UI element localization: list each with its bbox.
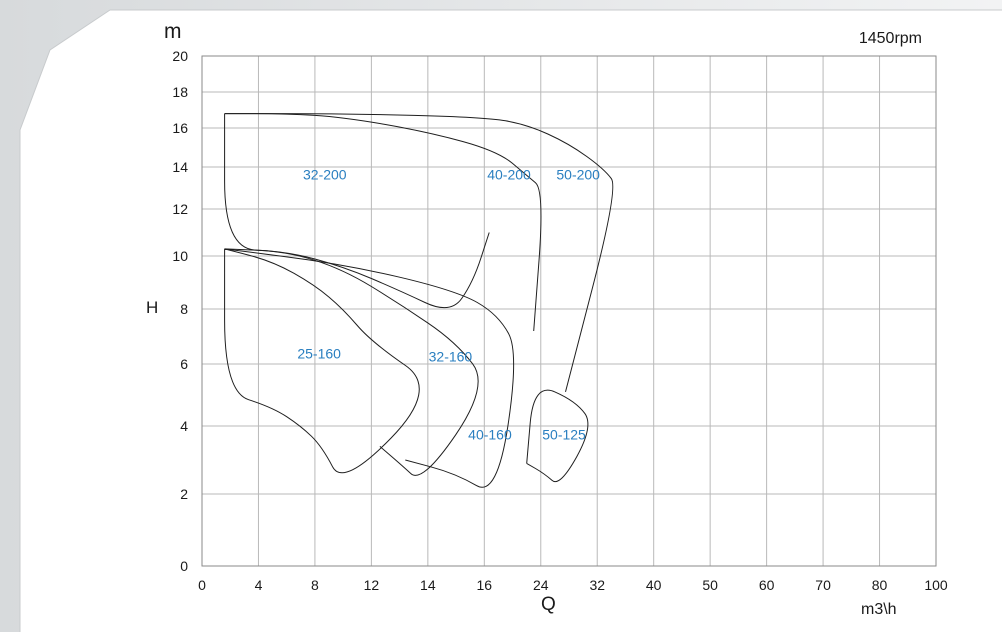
x-tick-label: 70 — [815, 577, 831, 593]
y-tick-label: 18 — [172, 84, 188, 100]
region-outline-50-200 — [224, 113, 614, 393]
y-tick-label: 20 — [172, 48, 188, 64]
x-tick-label: 40 — [646, 577, 662, 593]
region-label-40-160: 40-160 — [468, 427, 512, 443]
x-tick-label: 80 — [872, 577, 888, 593]
region-label-50-200: 50-200 — [556, 167, 600, 183]
region-outline-32-160 — [224, 248, 479, 476]
x-tick-label: 32 — [589, 577, 605, 593]
region-label-50-125: 50-125 — [542, 427, 586, 443]
x-axis-unit: m3\h — [861, 601, 897, 618]
x-tick-label: 0 — [198, 577, 206, 593]
region-label-25-160: 25-160 — [297, 346, 341, 362]
y-tick-label: 16 — [172, 120, 188, 136]
y-tick-label: 10 — [172, 248, 188, 264]
x-tick-label: 12 — [364, 577, 380, 593]
region-label-40-200: 40-200 — [487, 167, 531, 183]
region-outline-40-160 — [224, 248, 515, 488]
x-tick-label: 4 — [255, 577, 263, 593]
region-outline-50-125 — [526, 389, 589, 483]
y-tick-label: 2 — [180, 486, 188, 502]
region-outline-25-160 — [224, 248, 420, 474]
y-tick-label: 8 — [180, 301, 188, 317]
x-tick-label: 14 — [420, 577, 436, 593]
axes: 0 4 8 12 14 16 24 32 40 50 60 70 80 10002468101214161… — [172, 48, 947, 593]
region-outline-40-200 — [224, 113, 542, 332]
y-axis-title: H — [146, 298, 159, 317]
x-tick-label: 8 — [311, 577, 319, 593]
region-label-32-160: 32-160 — [429, 348, 473, 364]
y-tick-label: 12 — [172, 201, 188, 217]
y-tick-label: 6 — [180, 356, 188, 372]
y-tick-label: 14 — [172, 159, 188, 175]
plot-frame — [201, 55, 937, 567]
x-axis-title: Q — [541, 594, 556, 615]
region-label-32-200: 32-200 — [303, 167, 347, 183]
performance-regions: 32-200 40-200 50-200 25-160 32-160 40-160 50-1… — [224, 113, 614, 488]
x-tick-label: 60 — [759, 577, 775, 593]
x-tick-label: 16 — [477, 577, 493, 593]
grid — [201, 55, 937, 567]
y-tick-label: 4 — [180, 418, 188, 434]
speed-label: 1450rpm — [858, 30, 922, 47]
y-tick-label: 0 — [180, 558, 188, 574]
x-tick-label: 24 — [533, 577, 549, 593]
region-outline-32-200 — [224, 113, 490, 309]
y-axis-unit: m — [164, 20, 182, 43]
x-tick-label: 100 — [924, 577, 948, 593]
x-tick-label: 50 — [702, 577, 718, 593]
